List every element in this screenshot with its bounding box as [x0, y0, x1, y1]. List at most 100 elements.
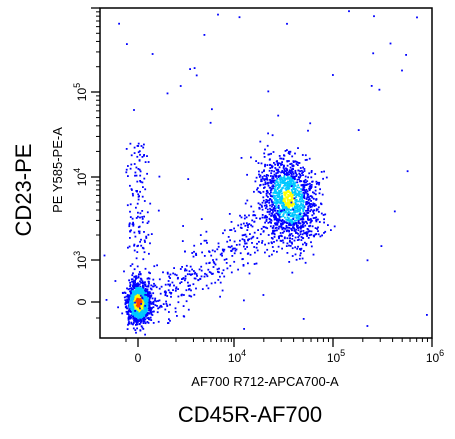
scatter-point [142, 313, 144, 316]
scatter-point [184, 279, 186, 282]
scatter-point [309, 187, 311, 190]
scatter-point [263, 174, 266, 177]
scatter-point [144, 305, 147, 307]
scatter-point [297, 184, 300, 187]
scatter-point [136, 311, 139, 313]
scatter-point [289, 185, 292, 188]
scatter-point [263, 156, 266, 158]
scatter-point [287, 194, 289, 196]
scatter-point [281, 239, 284, 242]
scatter-point [302, 318, 305, 320]
scatter-point [139, 319, 142, 322]
scatter-point [291, 176, 294, 179]
scatter-point [291, 198, 293, 201]
scatter-point [306, 222, 308, 225]
scatter-point [206, 242, 208, 244]
scatter-point [205, 262, 208, 265]
scatter-point [279, 210, 282, 213]
scatter-point [270, 182, 273, 185]
scatter-point [266, 216, 268, 219]
scatter-point [314, 186, 317, 188]
scatter-point [308, 234, 311, 237]
scatter-point [285, 204, 288, 206]
scatter-point [302, 185, 305, 188]
scatter-point [141, 296, 143, 299]
scatter-point [137, 302, 140, 304]
scatter-point [278, 211, 281, 214]
scatter-point [277, 192, 280, 195]
scatter-point [289, 220, 292, 223]
scatter-point [282, 203, 285, 206]
scatter-point [286, 171, 288, 174]
scatter-point [258, 170, 260, 173]
scatter-point [275, 212, 278, 215]
scatter-point [275, 239, 278, 242]
scatter-point [128, 306, 131, 309]
scatter-point [299, 196, 302, 198]
scatter-point [142, 294, 145, 296]
scatter-point [185, 300, 188, 303]
scatter-point [140, 145, 143, 147]
scatter-point [289, 245, 292, 247]
scatter-point [141, 280, 144, 283]
scatter-point [159, 292, 162, 295]
scatter-point [160, 304, 162, 307]
scatter-point [201, 251, 203, 254]
scatter-point [306, 201, 308, 203]
scatter-point [284, 178, 287, 181]
scatter-point [131, 305, 134, 307]
scatter-point [276, 210, 279, 212]
scatter-point [233, 227, 235, 230]
scatter-point [148, 318, 150, 320]
scatter-point [275, 216, 277, 219]
scatter-point [292, 180, 295, 183]
scatter-point [223, 248, 226, 251]
scatter-point [250, 224, 252, 227]
scatter-point [301, 193, 304, 196]
scatter-point [269, 167, 272, 169]
scatter-point [291, 235, 294, 237]
scatter-point [276, 206, 279, 209]
scatter-point [272, 250, 275, 252]
scatter-point [168, 275, 170, 278]
scatter-point [254, 251, 256, 254]
scatter-point [282, 241, 285, 244]
scatter-point [177, 301, 180, 304]
scatter-point [281, 171, 284, 174]
scatter-point [138, 168, 141, 171]
scatter-point [173, 284, 175, 287]
scatter-point [131, 280, 133, 283]
scatter-point [132, 300, 135, 303]
scatter-point [146, 277, 149, 280]
scatter-point [137, 282, 139, 285]
scatter-point [129, 299, 132, 302]
scatter-point [266, 144, 269, 147]
scatter-point [282, 176, 284, 179]
scatter-point [290, 173, 293, 176]
scatter-point [191, 252, 194, 254]
scatter-point [143, 302, 146, 304]
scatter-point [137, 226, 140, 229]
scatter-point [272, 201, 274, 204]
scatter-point [211, 108, 213, 111]
scatter-point [151, 297, 154, 300]
scatter-point [293, 239, 296, 242]
scatter-point [293, 182, 296, 185]
scatter-point [300, 226, 303, 229]
scatter-point [139, 190, 141, 193]
scatter-point [302, 166, 304, 169]
scatter-point [310, 170, 313, 172]
scatter-point [141, 302, 144, 305]
scatter-point [127, 301, 129, 304]
scatter-point [266, 227, 269, 230]
scatter-point [135, 284, 138, 286]
scatter-point [301, 220, 304, 223]
y-tick-label: 0 [75, 298, 89, 305]
scatter-point [124, 299, 127, 302]
scatter-point [127, 300, 130, 303]
scatter-point [294, 246, 297, 249]
scatter-point [133, 320, 136, 322]
scatter-point [263, 152, 266, 155]
scatter-point [151, 53, 154, 55]
scatter-point [313, 203, 316, 205]
